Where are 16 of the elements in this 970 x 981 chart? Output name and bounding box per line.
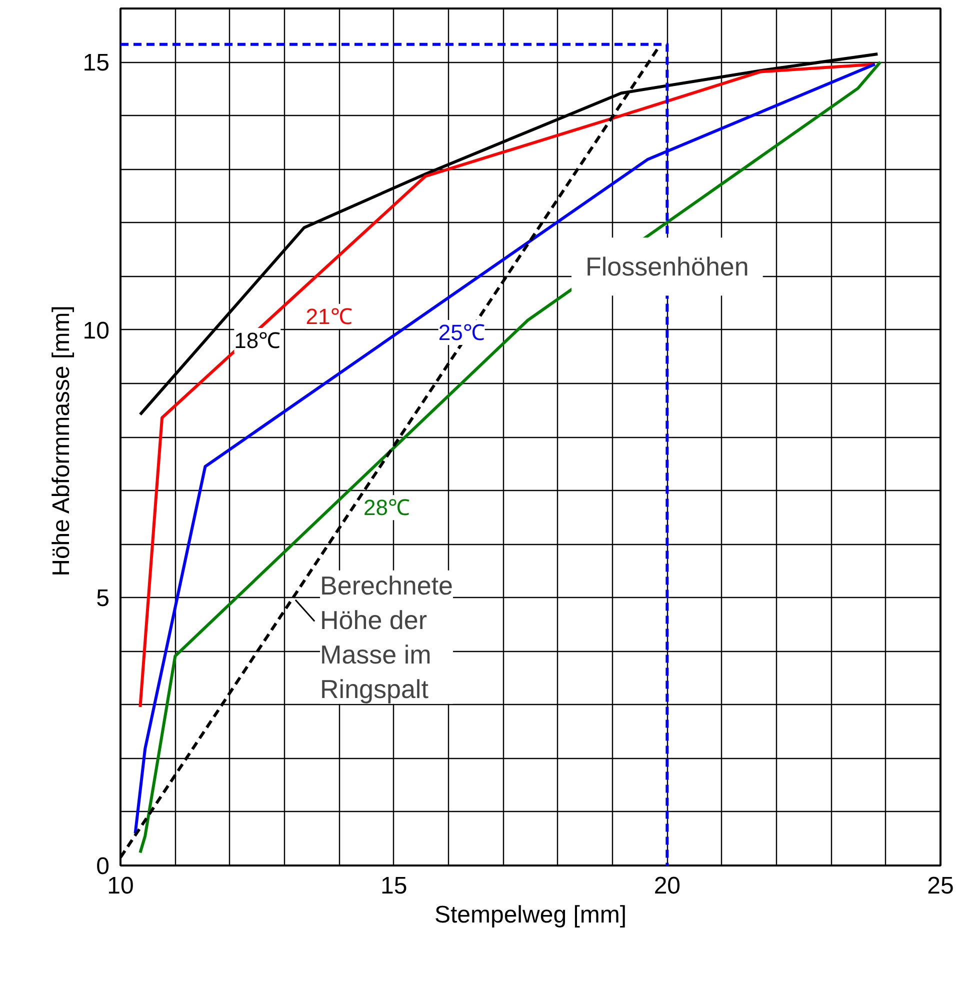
- annotation: Flossenhöhen: [586, 252, 749, 282]
- y-tick-label: 5: [96, 585, 110, 612]
- y-tick-label: 15: [82, 50, 110, 77]
- x-tick-label: 15: [380, 872, 408, 900]
- line-series: [138, 62, 876, 708]
- x-tick-label: 25: [927, 872, 954, 900]
- series-label: 28℃: [363, 495, 410, 520]
- series-label: 18℃: [234, 328, 281, 354]
- series-label: 21℃: [306, 304, 352, 329]
- y-tick-label: 10: [82, 317, 110, 344]
- x-tick-label: 20: [654, 872, 681, 900]
- annotation: Berechnete Höhe der Masse im Ringspalt: [320, 570, 454, 704]
- y-axis-title: Höhe Abformmasse [mm]: [48, 306, 75, 576]
- x-axis-title: Stempelweg [mm]: [434, 902, 627, 928]
- y-tick-label: 0: [96, 853, 110, 880]
- series-label: 25℃: [438, 320, 485, 346]
